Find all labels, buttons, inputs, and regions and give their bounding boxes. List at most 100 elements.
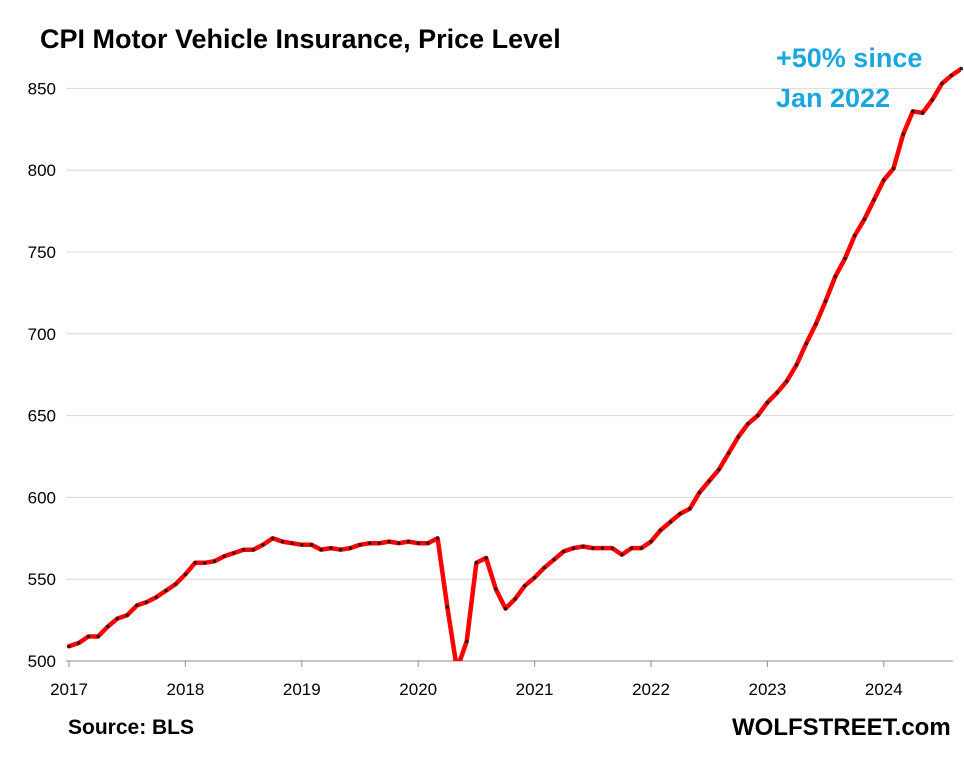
data-point-2021-10: [620, 553, 624, 557]
data-point-2018-10: [271, 536, 275, 540]
data-point-2020-12: [523, 584, 527, 588]
data-point-2022-12: [756, 414, 760, 418]
x-tick-label-2020: 2020: [399, 680, 437, 699]
data-point-2023-04: [795, 363, 798, 367]
data-point-2019-11: [397, 541, 401, 545]
data-point-2019-10: [387, 540, 391, 544]
data-point-2021-03: [552, 558, 556, 562]
data-point-2022-04: [678, 512, 682, 516]
x-tick-label-2022: 2022: [632, 680, 670, 699]
data-point-2024-05: [921, 111, 925, 115]
y-tick-labels: 500 550 600 650 700 750 800 850: [28, 79, 56, 671]
data-point-2023-01: [765, 401, 769, 404]
annotation-line-1: +50% since: [776, 43, 923, 73]
data-point-2017-09: [145, 600, 149, 604]
data-point-2021-11: [630, 546, 634, 550]
y-tick-label-750: 750: [28, 243, 56, 262]
data-point-2018-08: [251, 548, 255, 552]
data-point-2024-08: [950, 73, 954, 77]
axes: [66, 660, 953, 667]
series-markers: [67, 67, 963, 648]
data-point-2017-11: [164, 589, 168, 593]
data-point-2017-01: [67, 644, 71, 648]
data-point-2019-12: [407, 540, 410, 544]
x-tick-label-2018: 2018: [166, 680, 204, 699]
y-tick-label-700: 700: [28, 325, 56, 344]
y-tick-label-600: 600: [28, 488, 56, 507]
data-point-2018-07: [242, 548, 246, 552]
data-point-2021-02: [542, 566, 546, 570]
x-tick-label-2024: 2024: [865, 680, 903, 699]
data-point-2024-04: [911, 109, 915, 113]
data-point-2020-06: [465, 639, 469, 643]
data-point-2018-06: [232, 551, 236, 555]
brand-watermark: WOLFSTREET.com: [732, 714, 951, 741]
data-point-2018-04: [213, 559, 216, 563]
data-point-2023-07: [824, 299, 828, 303]
data-point-2020-01: [416, 541, 420, 545]
data-point-2020-03: [436, 536, 440, 540]
data-point-2020-10: [504, 607, 507, 611]
data-point-2020-04: [445, 605, 449, 609]
data-point-2022-08: [717, 468, 721, 472]
data-point-2019-07: [358, 543, 362, 547]
data-point-2023-06: [814, 322, 818, 326]
data-point-2017-02: [77, 641, 81, 645]
data-point-2021-09: [610, 546, 614, 550]
y-tick-label-550: 550: [28, 570, 56, 589]
source-note: Source: BLS: [68, 716, 195, 739]
data-point-2021-12: [639, 546, 643, 550]
data-point-2019-05: [339, 548, 343, 552]
data-point-2021-07: [591, 546, 595, 550]
data-point-2017-03: [86, 635, 90, 638]
data-point-2023-09: [843, 257, 847, 260]
data-point-2021-08: [601, 546, 604, 550]
data-point-2018-12: [290, 541, 294, 545]
y-tick-label-850: 850: [28, 79, 56, 98]
data-point-2020-08: [484, 556, 488, 560]
data-point-2024-06: [930, 98, 934, 102]
data-point-2022-09: [727, 451, 731, 455]
data-point-2021-04: [562, 549, 566, 553]
x-tick-labels: 2017 2018 2019 2020 2021 2022 2023 2024: [50, 680, 903, 699]
data-point-2022-05: [688, 507, 692, 511]
data-point-2021-05: [571, 546, 575, 550]
data-point-2022-11: [746, 422, 750, 426]
x-tick-label-2019: 2019: [283, 680, 321, 699]
data-point-2019-04: [329, 546, 333, 550]
data-point-2024-03: [901, 132, 905, 136]
data-point-2020-02: [426, 541, 430, 545]
y-tick-label-500: 500: [28, 652, 56, 671]
data-point-2023-10: [853, 234, 857, 238]
y-tick-label-800: 800: [28, 161, 56, 180]
data-point-2024-09: [959, 67, 963, 71]
data-point-2023-05: [804, 342, 808, 346]
x-tick-label-2021: 2021: [516, 680, 554, 699]
data-point-2018-05: [222, 554, 226, 558]
data-point-2024-07: [940, 82, 944, 85]
x-tick-label-2023: 2023: [748, 680, 786, 699]
data-point-2017-04: [96, 635, 100, 638]
data-point-2017-12: [174, 582, 178, 586]
data-point-2018-03: [203, 561, 207, 565]
data-point-2017-06: [116, 617, 119, 620]
data-point-2021-06: [581, 545, 585, 548]
data-point-2023-03: [785, 379, 789, 383]
data-point-2017-05: [106, 625, 110, 629]
data-point-2019-06: [348, 546, 352, 550]
data-point-2022-01: [649, 540, 653, 544]
data-point-2020-09: [494, 587, 498, 591]
data-point-2017-07: [125, 613, 129, 617]
data-point-2018-11: [280, 540, 284, 544]
gridlines: [66, 87, 953, 580]
data-point-2019-02: [310, 543, 313, 547]
data-point-2022-02: [659, 528, 663, 532]
data-point-2018-01: [183, 572, 187, 576]
data-point-2019-03: [319, 548, 323, 552]
data-point-2023-11: [862, 217, 866, 221]
data-point-2023-12: [872, 198, 876, 202]
data-point-2022-03: [668, 520, 672, 524]
data-point-2023-08: [833, 275, 837, 278]
data-point-2024-01: [882, 178, 886, 182]
data-point-2017-08: [135, 603, 139, 607]
